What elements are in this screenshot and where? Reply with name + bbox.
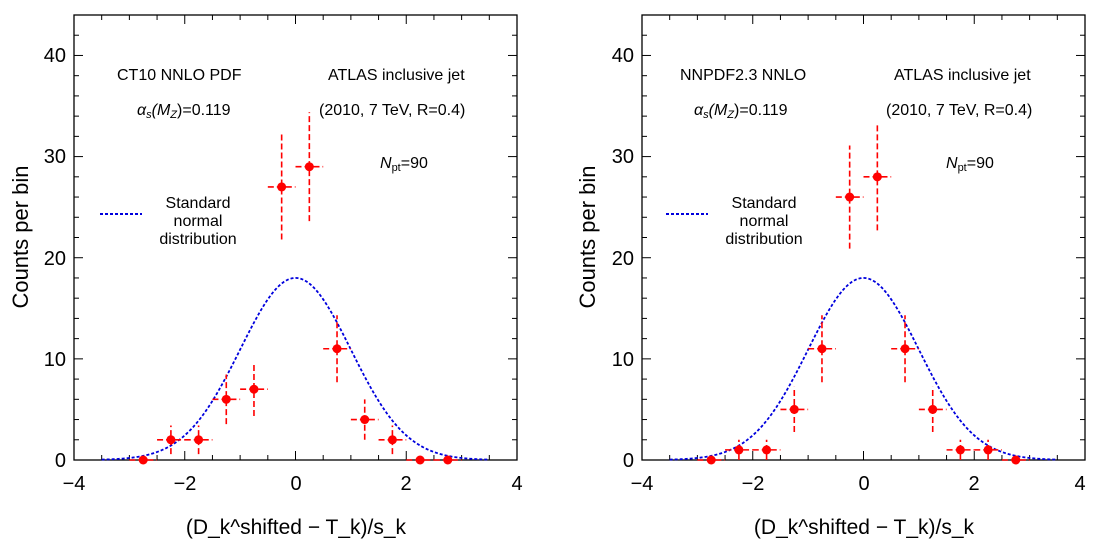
data-point: [304, 162, 314, 172]
y-tick-label: 30: [44, 146, 66, 168]
y-tick-label: 10: [612, 349, 634, 371]
y-tick-label: 40: [44, 45, 66, 67]
alphas-label: αs(MZ)=0.119: [137, 102, 231, 121]
legend-label: normal: [740, 213, 789, 230]
legend-label: distribution: [725, 231, 802, 248]
x-tick-label: 2: [968, 473, 979, 495]
data-point: [845, 192, 855, 202]
y-tick-label: 20: [44, 248, 66, 270]
x-axis-label: (D_k^shifted − T_k)/s_k: [754, 516, 975, 539]
npoints-label: Npt=90: [380, 155, 428, 174]
data-point: [194, 435, 204, 445]
x-tick-label: −2: [174, 473, 197, 495]
data-point: [443, 455, 453, 465]
data-point: [249, 384, 259, 394]
dataset-details-label: (2010, 7 TeV, R=0.4): [319, 102, 465, 119]
y-tick-label: 0: [55, 450, 66, 472]
pdf-label: CT10 NNLO PDF: [117, 67, 242, 84]
axis-ticks: [73, 14, 518, 461]
x-tick-label: 0: [290, 473, 301, 495]
chart-panel-left: −4 −2 0 2 4 0 10 20 30 40 Counts per bin…: [8, 14, 523, 539]
data-point: [762, 445, 772, 455]
legend-label: normal: [174, 213, 223, 230]
data-point: [983, 445, 993, 455]
dataset-details-label: (2010, 7 TeV, R=0.4): [886, 102, 1032, 119]
x-tick-label: 4: [511, 473, 522, 495]
data-point: [734, 445, 744, 455]
data-point: [332, 344, 342, 354]
normal-curve: [669, 277, 1058, 461]
x-axis-label: (D_k^shifted − T_k)/s_k: [186, 516, 407, 539]
data-point: [415, 455, 425, 465]
y-tick-label: 30: [612, 146, 634, 168]
y-tick-label: 10: [44, 349, 66, 371]
data-point: [955, 445, 965, 455]
data-point: [706, 455, 716, 465]
data-point: [900, 344, 910, 354]
data-point: [789, 404, 799, 414]
legend-label: Standard: [732, 195, 797, 212]
npoints-label: Npt=90: [946, 155, 994, 174]
alphas-label: αs(MZ)=0.119: [694, 102, 788, 121]
data-marks: [669, 123, 1058, 465]
x-tick-label: −2: [742, 473, 765, 495]
data-point: [387, 435, 397, 445]
dataset-label: ATLAS inclusive jet: [894, 67, 1031, 84]
data-point: [166, 435, 176, 445]
normal-curve: [101, 277, 490, 461]
pdf-label: NNPDF2.3 NNLO: [680, 67, 806, 84]
y-axis-label: Counts per bin: [8, 165, 33, 308]
x-tick-label: 0: [858, 473, 869, 495]
data-point: [360, 415, 370, 425]
legend-label: distribution: [159, 231, 236, 248]
data-point: [872, 172, 882, 182]
data-marks: [101, 112, 490, 465]
data-point: [817, 344, 827, 354]
chart-panel-right: −4 −2 0 2 4 0 10 20 30 40 Counts per bin…: [575, 14, 1086, 539]
data-point: [221, 394, 231, 404]
y-tick-label: 0: [623, 450, 634, 472]
data-point: [928, 404, 938, 414]
data-point: [277, 182, 287, 192]
x-tick-label: −4: [63, 473, 86, 495]
legend-label: Standard: [166, 195, 231, 212]
y-tick-label: 40: [612, 45, 634, 67]
y-axis-label: Counts per bin: [575, 165, 600, 308]
x-tick-label: −4: [631, 473, 654, 495]
data-point: [138, 455, 148, 465]
x-tick-label: 4: [1074, 473, 1085, 495]
y-tick-label: 20: [612, 248, 634, 270]
data-point: [1011, 455, 1021, 465]
dataset-label: ATLAS inclusive jet: [328, 67, 465, 84]
x-tick-label: 2: [400, 473, 411, 495]
